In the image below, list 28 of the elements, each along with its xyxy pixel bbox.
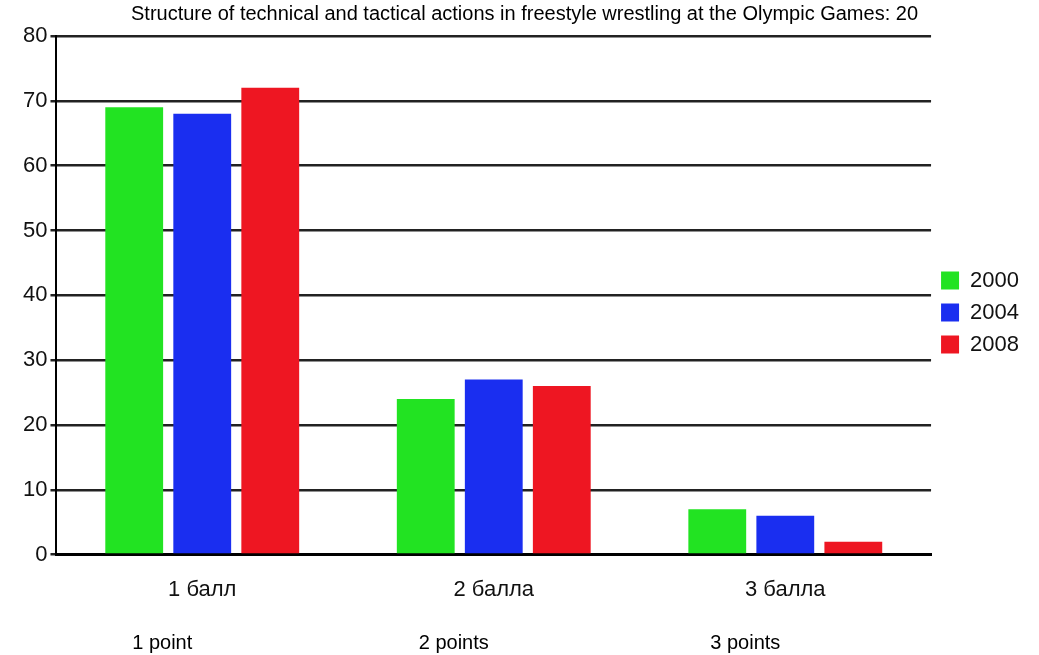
chart-title: Structure of technical and tactical actions in freestyle wrestling at the Olympic Games: 20 [130, 1, 919, 24]
y-tick-label: 60 [22, 151, 48, 177]
bar [173, 113, 232, 554]
y-tick-label: 40 [22, 281, 48, 307]
legend-label: 2000 [970, 266, 1020, 292]
bar [464, 379, 523, 554]
bar [756, 515, 815, 554]
y-tick-label: 80 [22, 22, 48, 48]
y-tick-label: 0 [35, 540, 48, 566]
y-tick-label: 20 [22, 411, 48, 437]
bar [532, 386, 591, 554]
bar [396, 399, 455, 554]
legend-label: 2004 [970, 298, 1020, 324]
y-tick-label: 30 [22, 346, 48, 372]
bar [241, 87, 300, 554]
text: 1 point [132, 630, 193, 653]
x-tick-label: 2 балла [453, 575, 535, 601]
text: 2 points [418, 630, 489, 653]
bar [824, 541, 883, 554]
y-tick-label: 10 [22, 475, 48, 501]
x-tick-label: 3 балла [745, 575, 827, 601]
text: 3 points [710, 630, 781, 653]
bar [688, 509, 747, 554]
x-tick-label: 1 балл [168, 575, 237, 601]
y-tick-label: 50 [22, 216, 48, 242]
bar [105, 107, 164, 554]
legend-label: 2008 [970, 330, 1020, 356]
y-tick-label: 70 [22, 86, 48, 112]
